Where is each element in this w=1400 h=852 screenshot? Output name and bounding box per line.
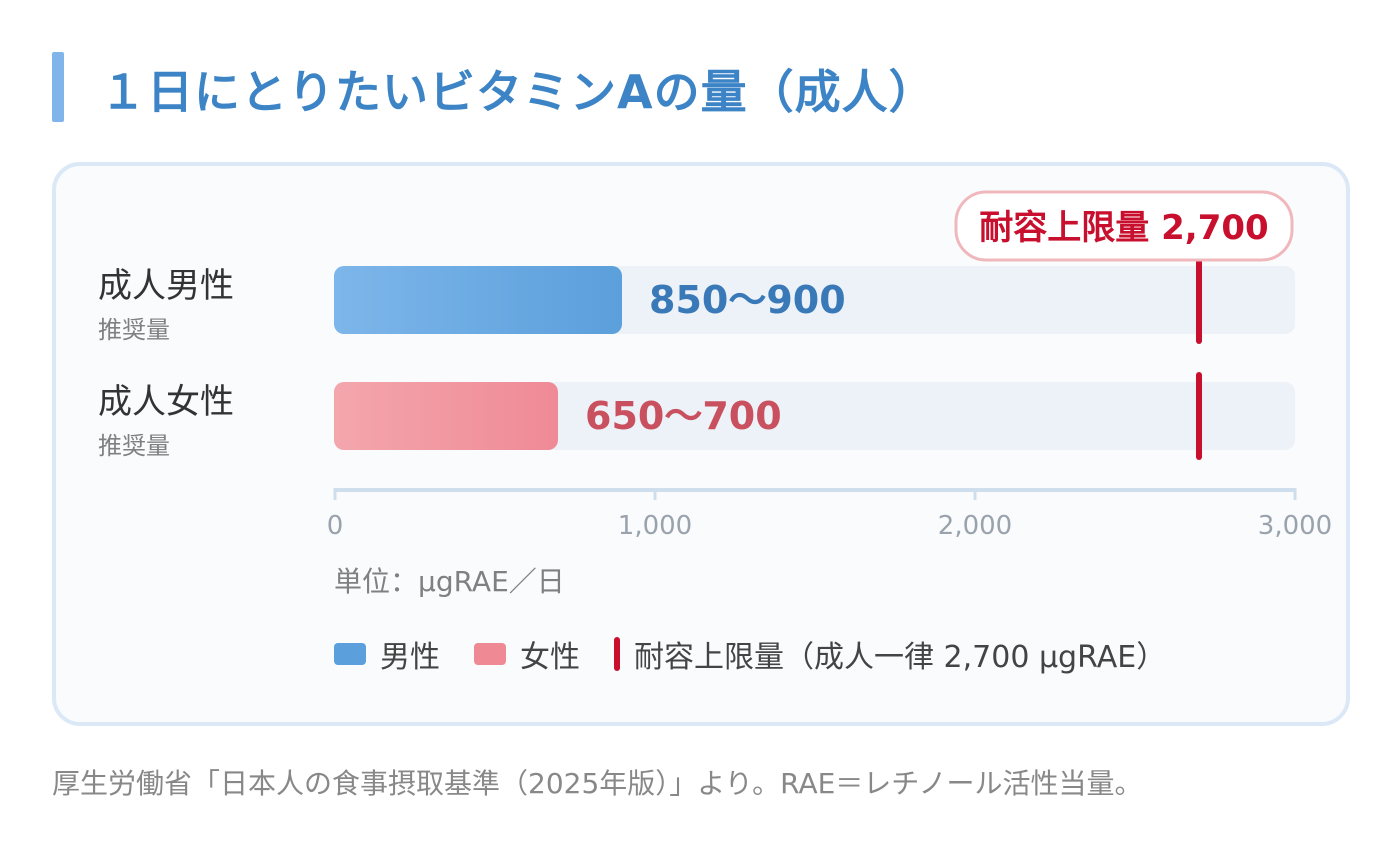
unit-note: 単位：μgRAE／日: [334, 565, 565, 598]
source-note: 厚生労働省「日本人の食事摂取基準（2025年版）」より。RAE＝レチノール活性当…: [52, 767, 1143, 800]
legend-label-ul: 耐容上限量（成人一律 2,700 μgRAE）: [634, 640, 1167, 675]
x-tick-label-0: 0: [327, 511, 344, 541]
legend-swatch-male: [334, 643, 366, 665]
row-sub-female: 推奨量: [98, 432, 170, 460]
ul-line-female: [1196, 372, 1202, 460]
x-tick-label-3: 3,000: [1258, 511, 1332, 541]
legend-item-male: 男性: [334, 632, 440, 676]
legend: 男性 女性 耐容上限量（成人一律 2,700 μgRAE）: [334, 632, 1200, 676]
row-label-male: 成人男性: [98, 266, 234, 306]
row-sub-male: 推奨量: [98, 316, 170, 344]
page-title: １日にとりたいビタミンAの量（成人）: [100, 65, 936, 119]
data-label-male: 850〜900: [649, 278, 846, 322]
ul-callout-box: [954, 190, 1294, 262]
data-label-female: 650〜700: [585, 394, 782, 438]
bar-female: [334, 382, 558, 450]
legend-label-male: 男性: [380, 640, 440, 675]
legend-swatch-female: [474, 643, 506, 665]
legend-item-ul: 耐容上限量（成人一律 2,700 μgRAE）: [614, 632, 1166, 676]
x-tick-label-1: 1,000: [618, 511, 692, 541]
bar-track-female: [334, 382, 1295, 450]
bar-male: [334, 266, 622, 334]
legend-label-female: 女性: [520, 640, 580, 675]
ul-line-male: [1196, 258, 1202, 344]
legend-swatch-ul: [614, 637, 620, 671]
ul-callout-label: 耐容上限量 2,700: [979, 208, 1268, 248]
legend-item-female: 女性: [474, 632, 580, 676]
row-label-female: 成人女性: [98, 382, 234, 422]
title-accent-bar: [52, 52, 64, 122]
x-tick-label-2: 2,000: [938, 511, 1012, 541]
